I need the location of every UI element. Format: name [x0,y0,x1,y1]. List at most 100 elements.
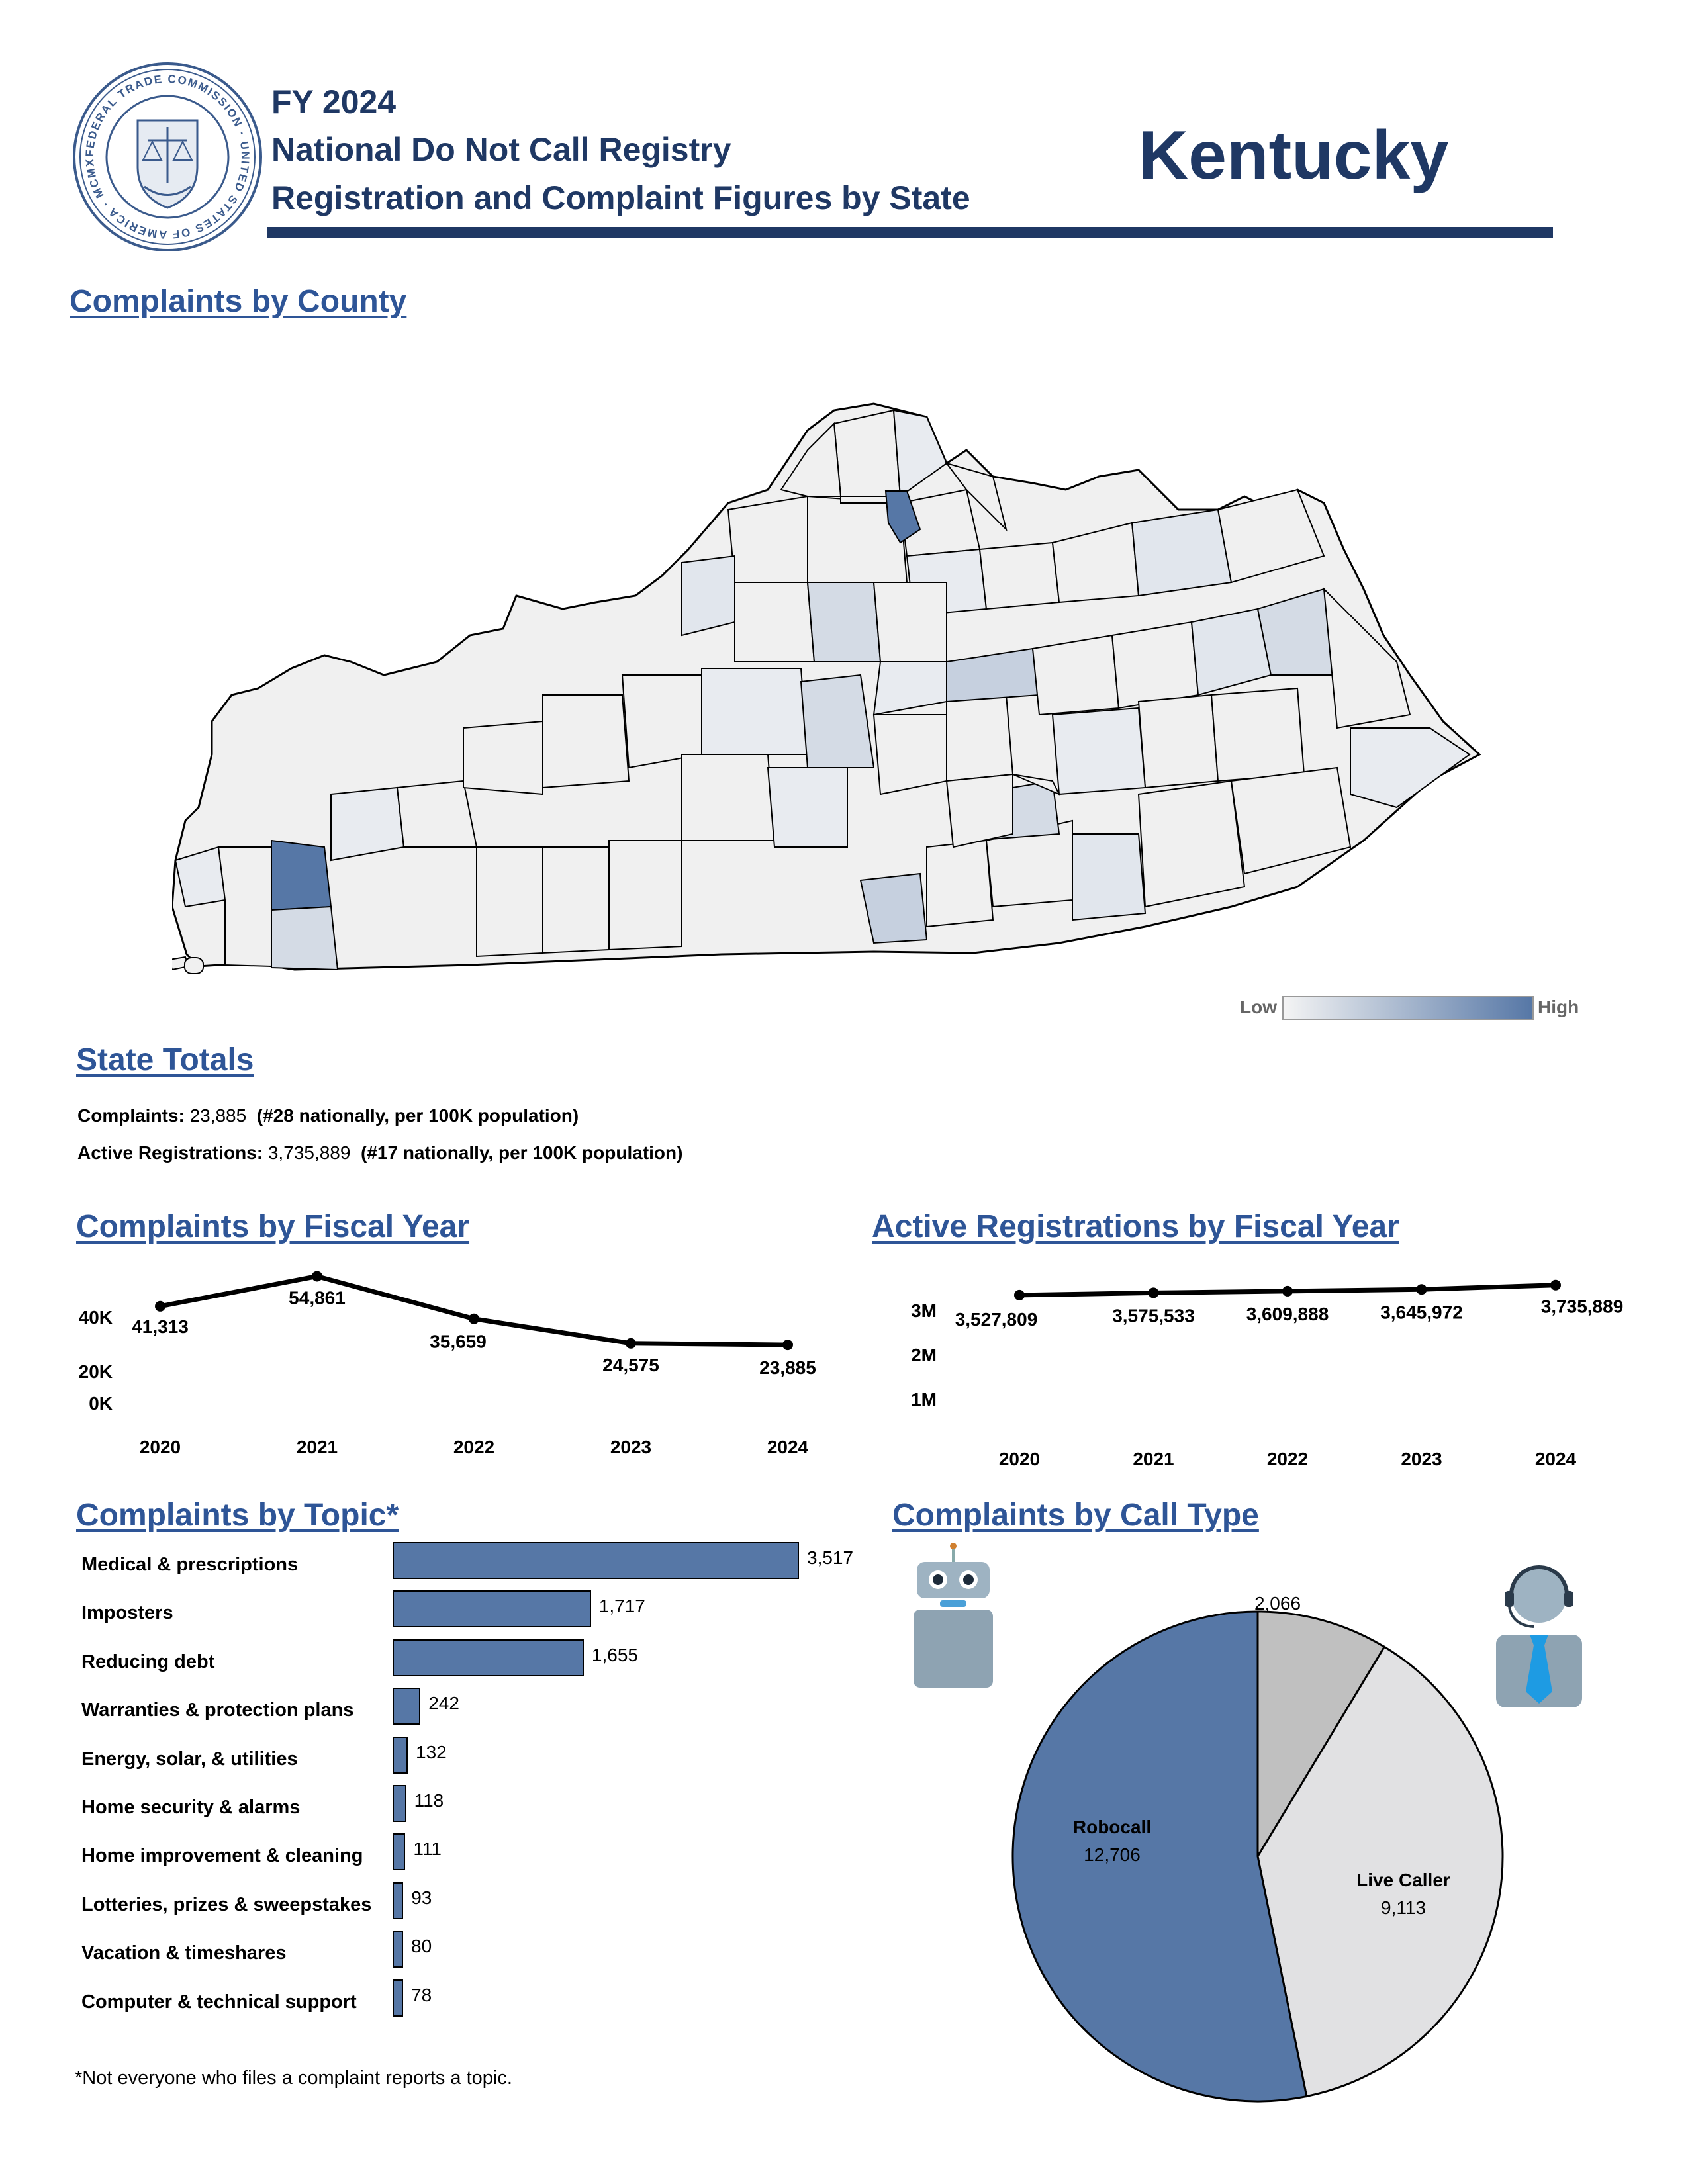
x-tick-label: 2021 [1133,1449,1174,1469]
data-label: 41,313 [132,1316,189,1337]
topic-value: 111 [413,1839,442,1860]
data-label: 35,659 [430,1332,487,1352]
pie-slice [1011,1610,1308,2103]
data-point [1148,1287,1159,1298]
x-tick-label: 2022 [453,1437,494,1457]
topic-bar [393,1590,591,1628]
y-tick-label: 1M [911,1389,937,1410]
x-tick-label: 2023 [610,1437,651,1457]
y-tick-label: 2M [911,1345,937,1365]
exclave-dot [184,957,204,974]
pie-slice [1256,1610,1386,1860]
registrations-by-year-chart: 3M 2M 1M 3,527,809 2020 3,575,533 2021 3,609,88… [887,1257,1628,1476]
complaints-by-year-title: Complaints by Fiscal Year [76,1209,470,1244]
legend-gradient [1282,996,1534,1020]
topic-value: 1,655 [591,1644,638,1665]
data-label: 24,575 [602,1355,659,1375]
registrations-by-year-title: Active Registrations by Fiscal Year [872,1209,1399,1244]
y-tick-label: 40K [79,1307,113,1328]
topic-value: 132 [416,1741,447,1762]
topic-footnote: *Not everyone who files a complaint repo… [75,2068,512,2089]
data-label: 54,861 [289,1287,346,1308]
data-point [1014,1289,1025,1300]
slice-label: Robocall [1073,1817,1151,1837]
complaints-label: Complaints: [77,1105,185,1126]
fiscal-year: FY 2024 [271,83,397,120]
robot-icon [910,1542,996,1688]
y-tick-label: 20K [79,1361,113,1382]
x-tick-label: 2024 [1535,1449,1577,1469]
legend-high-label: High [1538,997,1579,1017]
ftc-seal: FEDERAL TRADE COMMISSION · UNITED STATES… [67,51,263,253]
registrations-value: 3,735,889 [267,1142,351,1163]
topic-label: Reducing debt [81,1651,215,1672]
x-tick-label: 2022 [1267,1449,1308,1469]
x-tick-label: 2024 [767,1437,809,1457]
complaints-total-line: Complaints: 23,885 (#28 nationally, per … [77,1105,579,1126]
topic-chart-title: Complaints by Topic* [76,1498,399,1533]
data-label: 3,735,889 [1541,1297,1624,1317]
x-tick-label: 2020 [999,1449,1040,1469]
topic-label: Vacation & timeshares [81,1942,287,1964]
complaints-by-year-chart: 40K 20K 0K 41,313 2020 54,861 2021 35,659 2022 24… [66,1257,847,1476]
data-point [1416,1284,1427,1295]
topic-bar [393,1639,584,1676]
topic-label: Lotteries, prizes & sweepstakes [81,1893,372,1915]
topic-value: 242 [428,1693,459,1714]
topic-value: 118 [414,1790,444,1811]
county-map-title: Complaints by County [70,284,407,319]
x-tick-label: 2020 [140,1437,181,1457]
call-type-title: Complaints by Call Type [892,1498,1259,1533]
data-point [312,1271,322,1282]
topic-label: Warranties & protection plans [81,1700,354,1721]
state-name: Kentucky [1139,117,1449,194]
registrations-label: Active Registrations: [77,1142,263,1163]
state-totals-title: State Totals [76,1042,254,1077]
slice-value: 9,113 [1381,1897,1426,1918]
y-tick-label: 3M [911,1300,937,1321]
y-tick-label: 0K [89,1393,113,1414]
topic-label: Medical & prescriptions [81,1554,299,1575]
legend-low-label: Low [1240,997,1277,1017]
topic-chart: Medical & prescriptions 3,517 Imposters 1,7… [76,1542,870,2025]
topic-label: Energy, solar, & utilities [81,1748,298,1770]
topic-bar [393,1785,406,1822]
registrations-total-line: Active Registrations: 3,735,889 (#17 nat… [77,1142,682,1163]
topic-value: 1,717 [598,1596,645,1617]
slice-label: Live Caller [1356,1870,1450,1890]
data-point [155,1300,165,1312]
topic-value: 80 [411,1936,432,1957]
topic-bar [393,1882,404,1919]
registrations-rank: (#17 nationally, per 100K population) [361,1142,683,1163]
topic-bar [393,1688,421,1725]
topic-bar [393,1833,406,1871]
topic-bar [393,1542,799,1579]
topic-value: 3,517 [807,1547,854,1568]
data-point [1550,1279,1561,1291]
topic-value: 93 [411,1887,432,1908]
data-label: 3,527,809 [955,1309,1038,1330]
data-point [469,1313,479,1324]
x-tick-label: 2021 [297,1437,338,1457]
registry-name: National Do Not Call Registry [271,131,731,168]
topic-label: Home security & alarms [81,1797,301,1818]
data-label: 3,609,888 [1246,1304,1329,1324]
data-point [1282,1285,1293,1297]
x-tick-label: 2023 [1401,1449,1442,1469]
data-label: 3,575,533 [1112,1305,1195,1326]
topic-label: Home improvement & cleaning [81,1845,363,1867]
topic-bar [393,1979,403,2017]
topic-bar [393,1931,403,1968]
complaints-rank: (#28 nationally, per 100K population) [256,1105,579,1126]
slice-value: 2,066 [1254,1593,1301,1614]
topic-bar [393,1736,408,1774]
slice-value: 12,706 [1084,1844,1141,1865]
county-map [168,384,1496,979]
topic-label: Computer & technical support [81,1991,357,2013]
topic-label: Imposters [81,1602,173,1624]
data-point [626,1338,636,1349]
complaints-value: 23,885 [189,1105,247,1126]
report-subtitle: Registration and Complaint Figures by St… [271,179,970,216]
data-point [782,1340,793,1351]
